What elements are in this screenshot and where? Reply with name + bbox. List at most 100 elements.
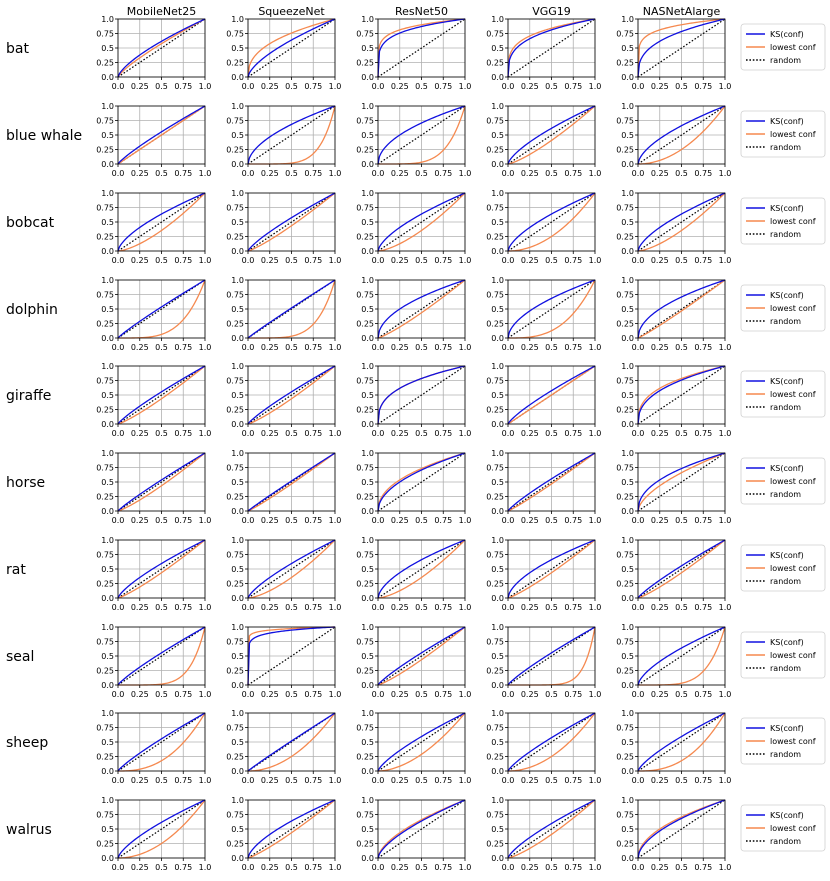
column-header-resnet50: ResNet50 xyxy=(395,5,448,18)
x-tick-label: 0.0 xyxy=(372,169,385,178)
x-tick-label: 0.5 xyxy=(545,603,558,612)
column-header-squeezenet: SqueezeNet xyxy=(258,5,325,18)
x-tick-label: 0.0 xyxy=(632,863,645,872)
legend-frame xyxy=(740,804,826,852)
x-tick-label: 0.5 xyxy=(285,343,298,352)
y-tick-label: 0.0 xyxy=(231,594,244,603)
x-tick-label: 0.25 xyxy=(651,343,669,352)
legend-dolphin: KS(conf) lowest conf random xyxy=(740,284,826,332)
x-tick-label: 0.5 xyxy=(675,863,688,872)
x-tick-label: 0.0 xyxy=(632,82,645,91)
y-tick-label: 0.5 xyxy=(361,131,374,140)
y-tick-label: 0.25 xyxy=(616,667,634,676)
x-tick-label: 0.0 xyxy=(632,429,645,438)
y-tick-label: 0.0 xyxy=(361,767,374,776)
series-lowest-conf xyxy=(247,18,336,78)
y-tick-label: 0.0 xyxy=(101,73,114,82)
y-tick-label: 0.25 xyxy=(226,233,244,242)
y-tick-label: 0.75 xyxy=(96,638,114,647)
y-tick-label: 0.25 xyxy=(356,753,374,762)
y-tick-label: 1.0 xyxy=(231,15,244,24)
y-tick-label: 0.0 xyxy=(231,73,244,82)
x-tick-label: 1.0 xyxy=(589,256,602,265)
y-tick-label: 0.25 xyxy=(486,493,504,502)
legend-label-random: random xyxy=(770,577,801,586)
subplot-sheep-nasnetalarge: 0.00.0 0.25 0.25 0.5 0.5 0.75 0.75 1.0 1.0 xyxy=(616,709,731,785)
y-tick-label: 0.75 xyxy=(616,291,634,300)
subplot-sheep-resnet50: 0.00.0 0.25 0.25 0.5 0.5 0.75 0.75 1.0 1.0 xyxy=(356,709,471,785)
y-tick-label: 0.25 xyxy=(96,406,114,415)
series-ks-conf xyxy=(377,192,466,252)
series-random xyxy=(247,365,336,425)
x-tick-label: 1.0 xyxy=(199,429,212,438)
y-tick-label: 0.25 xyxy=(96,146,114,155)
x-tick-label: 0.0 xyxy=(372,690,385,699)
y-tick-label: 0.5 xyxy=(231,825,244,834)
y-tick-label: 0.75 xyxy=(96,811,114,820)
series-ks-conf xyxy=(637,539,726,599)
subplot-dolphin-nasnetalarge: 0.00.0 0.25 0.25 0.5 0.5 0.75 0.75 1.0 1.0 xyxy=(616,276,731,352)
x-tick-label: 0.5 xyxy=(155,256,168,265)
column-header-nasnetalarge: NASNetAlarge xyxy=(643,5,721,18)
x-tick-label: 0.5 xyxy=(415,690,428,699)
series-ks-conf xyxy=(507,18,596,78)
x-tick-label: 1.0 xyxy=(589,516,602,525)
x-tick-label: 0.25 xyxy=(391,603,409,612)
y-tick-label: 0.0 xyxy=(361,420,374,429)
x-tick-label: 0.5 xyxy=(415,516,428,525)
y-tick-label: 0.25 xyxy=(356,146,374,155)
y-tick-label: 0.0 xyxy=(101,854,114,863)
x-tick-label: 0.25 xyxy=(651,863,669,872)
y-tick-label: 0.25 xyxy=(356,493,374,502)
series-random xyxy=(247,626,336,686)
x-tick-label: 0.25 xyxy=(651,603,669,612)
series-random xyxy=(377,18,466,78)
x-tick-label: 0.25 xyxy=(651,256,669,265)
y-tick-label: 0.5 xyxy=(621,652,634,661)
series-ks-conf xyxy=(247,365,336,425)
y-tick-label: 0.5 xyxy=(621,44,634,53)
series-lowest-conf xyxy=(377,192,466,252)
x-tick-label: 0.25 xyxy=(131,343,149,352)
x-tick-label: 0.5 xyxy=(675,343,688,352)
x-tick-label: 0.5 xyxy=(675,776,688,785)
subplot-bobcat-nasnetalarge: 0.00.0 0.25 0.25 0.5 0.5 0.75 0.75 1.0 1.0 xyxy=(616,189,731,265)
y-tick-label: 1.0 xyxy=(361,623,374,632)
x-tick-label: 0.25 xyxy=(521,863,539,872)
x-tick-label: 0.25 xyxy=(261,776,279,785)
x-tick-label: 0.25 xyxy=(261,343,279,352)
y-tick-label: 0.75 xyxy=(96,204,114,213)
y-tick-label: 0.0 xyxy=(361,681,374,690)
subplot-dolphin-mobilenet25: 0.00.0 0.25 0.25 0.5 0.5 0.75 0.75 1.0 1.0 xyxy=(96,276,211,352)
y-tick-label: 0.5 xyxy=(101,391,114,400)
y-tick-label: 0.5 xyxy=(101,652,114,661)
x-tick-label: 0.0 xyxy=(502,516,515,525)
series-ks-conf xyxy=(637,712,726,772)
series-random xyxy=(377,192,466,252)
y-tick-label: 0.75 xyxy=(486,638,504,647)
x-tick-label: 0.25 xyxy=(391,82,409,91)
x-tick-label: 0.5 xyxy=(155,82,168,91)
x-tick-label: 0.25 xyxy=(521,776,539,785)
y-tick-label: 0.25 xyxy=(616,840,634,849)
y-tick-label: 0.5 xyxy=(101,478,114,487)
series-random xyxy=(117,626,206,686)
series-random xyxy=(377,105,466,165)
subplot-bat-squeezenet: 0.00.0 0.25 0.25 0.5 0.5 0.75 0.75 1.0 1.0 xyxy=(226,15,341,91)
series-lowest-conf xyxy=(117,365,206,425)
y-tick-label: 0.25 xyxy=(226,667,244,676)
series-ks-conf xyxy=(637,452,726,512)
row-label-giraffe: giraffe xyxy=(6,388,51,404)
y-tick-label: 1.0 xyxy=(361,709,374,718)
y-tick-label: 1.0 xyxy=(361,796,374,805)
legend-sheep: KS(conf) lowest conf random xyxy=(740,717,826,765)
x-tick-label: 1.0 xyxy=(459,603,472,612)
subplot-walrus-vgg19: 0.00.0 0.25 0.25 0.5 0.5 0.75 0.75 1.0 1.0 xyxy=(486,796,601,872)
x-tick-label: 0.25 xyxy=(391,776,409,785)
x-tick-label: 0.5 xyxy=(675,690,688,699)
x-tick-label: 0.5 xyxy=(415,776,428,785)
series-random xyxy=(507,712,596,772)
y-tick-label: 0.75 xyxy=(486,811,504,820)
x-tick-label: 0.5 xyxy=(545,776,558,785)
legend-label-ks-conf-: KS(conf) xyxy=(770,30,804,39)
